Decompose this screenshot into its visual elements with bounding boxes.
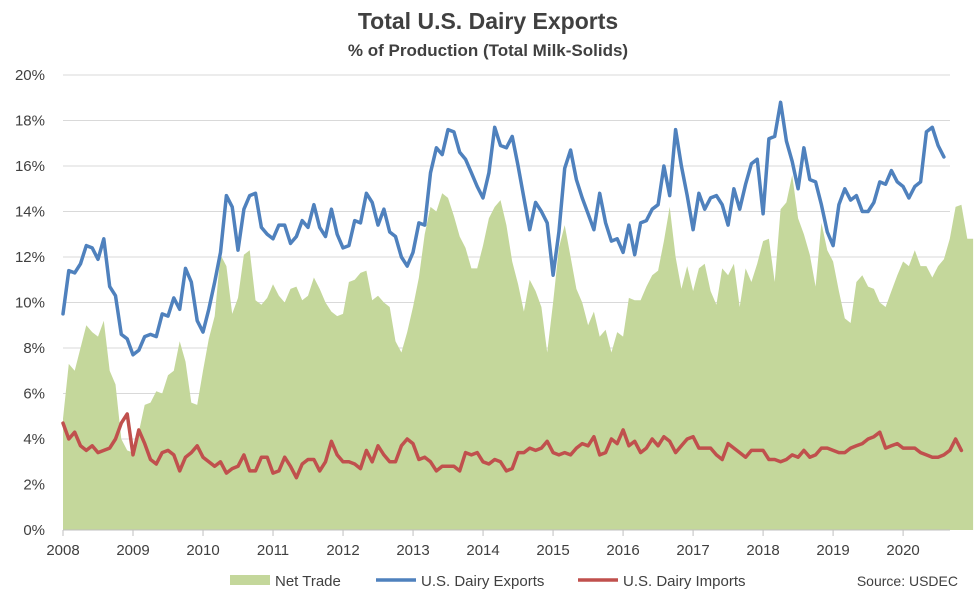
x-tick-label: 2013 <box>396 542 429 559</box>
x-tick-label: 2009 <box>116 542 149 559</box>
series-dairy-imports-line <box>61 412 964 480</box>
x-tick-label: 2014 <box>466 542 499 559</box>
y-tick-label: 20% <box>15 67 45 84</box>
line-layer <box>61 100 964 480</box>
area-layer <box>63 175 974 530</box>
y-tick-label: 2% <box>23 477 45 494</box>
source-note: Source: USDEC <box>856 573 958 589</box>
series-dairy-exports-line <box>61 100 946 357</box>
series-net-trade-area <box>63 175 974 530</box>
x-tick-label: 2018 <box>746 542 779 559</box>
x-tick-label: 2010 <box>186 542 219 559</box>
x-tick-label: 2008 <box>46 542 79 559</box>
legend-label: U.S. Dairy Exports <box>421 573 544 590</box>
axes: 0% 2% 4% 6% 8% 10% 12% 14% 16% 18% 20% 2008 2009 2010… <box>15 67 950 559</box>
x-tick-label: 2019 <box>816 542 849 559</box>
x-tick-label: 2012 <box>326 542 359 559</box>
y-tick-label: 14% <box>15 204 45 221</box>
y-tick-label: 16% <box>15 158 45 175</box>
legend-swatch-net-trade <box>230 575 270 585</box>
chart-subtitle: % of Production (Total Milk-Solids) <box>347 41 629 60</box>
x-tick-label: 2016 <box>606 542 639 559</box>
y-tick-label: 0% <box>23 522 45 539</box>
legend-label: U.S. Dairy Imports <box>623 573 746 590</box>
x-tick-label: 2020 <box>886 542 919 559</box>
y-tick-label: 4% <box>23 431 45 448</box>
y-tick-label: 6% <box>23 386 45 403</box>
legend-label: Net Trade <box>275 573 341 590</box>
y-tick-label: 12% <box>15 249 45 266</box>
x-tick-label: 2011 <box>257 542 289 559</box>
x-tick-label: 2017 <box>676 542 709 559</box>
x-tick-label: 2015 <box>536 542 569 559</box>
legend: Net Trade U.S. Dairy Exports U.S. Dairy Im… <box>230 573 746 590</box>
y-tick-label: 18% <box>15 113 45 130</box>
y-tick-label: 10% <box>15 295 45 312</box>
y-tick-label: 8% <box>23 340 45 357</box>
chart-title: Total U.S. Dairy Exports <box>357 8 619 34</box>
